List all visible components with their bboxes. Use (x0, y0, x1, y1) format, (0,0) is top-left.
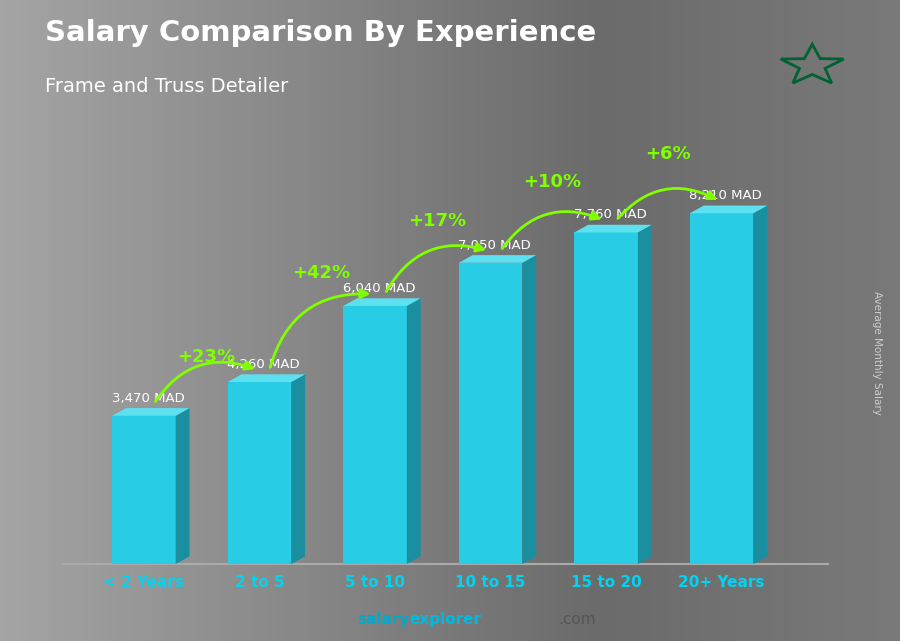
Polygon shape (638, 225, 652, 564)
Polygon shape (459, 255, 536, 263)
Text: +10%: +10% (524, 173, 581, 191)
Text: Average Monthly Salary: Average Monthly Salary (872, 290, 883, 415)
Polygon shape (407, 298, 420, 564)
Text: 6,040 MAD: 6,040 MAD (343, 282, 416, 295)
Text: +23%: +23% (176, 348, 235, 366)
Text: .com: .com (558, 612, 596, 627)
Polygon shape (690, 206, 768, 213)
Polygon shape (522, 255, 536, 564)
Bar (343, 306, 407, 564)
Text: 8,210 MAD: 8,210 MAD (689, 189, 762, 202)
Text: 7,760 MAD: 7,760 MAD (574, 208, 647, 221)
Polygon shape (753, 206, 768, 564)
Text: 3,470 MAD: 3,470 MAD (112, 392, 184, 404)
Text: salary: salary (357, 612, 410, 627)
Text: Frame and Truss Detailer: Frame and Truss Detailer (45, 77, 288, 96)
Bar (690, 213, 753, 564)
Text: 7,050 MAD: 7,050 MAD (458, 238, 531, 252)
Text: Salary Comparison By Experience: Salary Comparison By Experience (45, 19, 596, 47)
Bar (112, 416, 176, 564)
Bar (459, 263, 522, 564)
Polygon shape (112, 408, 190, 416)
Text: +42%: +42% (292, 263, 350, 281)
Polygon shape (574, 225, 652, 233)
Polygon shape (343, 298, 420, 306)
Bar (574, 233, 638, 564)
Text: explorer: explorer (410, 612, 482, 627)
Polygon shape (176, 408, 190, 564)
Text: +6%: +6% (645, 146, 691, 163)
Polygon shape (228, 374, 305, 382)
Text: +17%: +17% (408, 212, 466, 230)
Bar (228, 382, 292, 564)
Text: 4,260 MAD: 4,260 MAD (228, 358, 300, 371)
Polygon shape (292, 374, 305, 564)
